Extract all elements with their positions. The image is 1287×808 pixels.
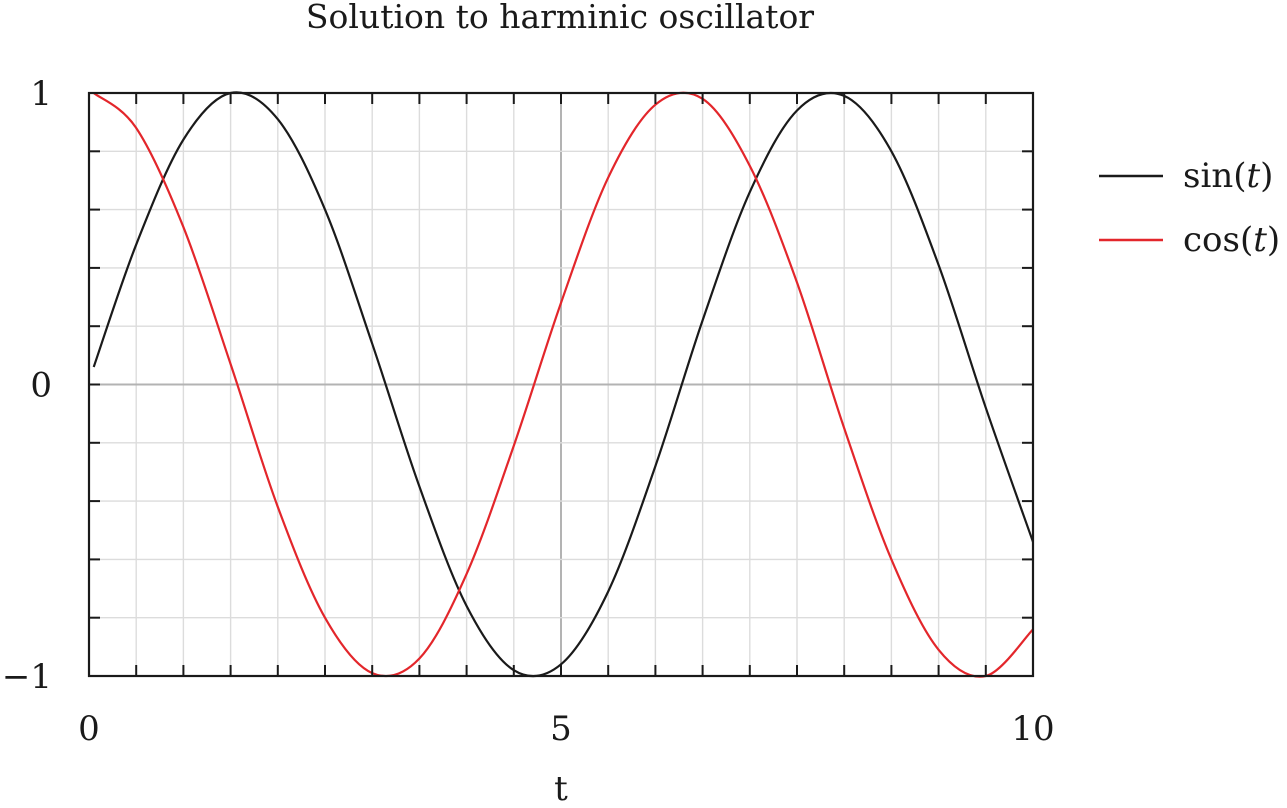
series-lines — [92, 91, 1035, 678]
series-line-sin — [92, 91, 1035, 678]
legend-label-sin: sin(t) — [1183, 156, 1273, 196]
x-tick-label: 5 — [550, 709, 572, 749]
y-tick-label: 1 — [30, 74, 52, 114]
y-tick-label: 0 — [30, 366, 52, 406]
x-tick-label: 0 — [78, 709, 100, 749]
x-axis-label: t — [554, 769, 568, 808]
tick-labels: 0 5 10 −1 0 1 — [2, 74, 1055, 749]
legend-label-cos: cos(t) — [1183, 220, 1280, 260]
legend: sin(t) cos(t) — [1099, 156, 1280, 260]
chart-title: Solution to harminic oscillator — [306, 0, 814, 36]
series-line-cos — [93, 91, 1034, 678]
axis-ticks — [89, 93, 1033, 676]
y-tick-label: −1 — [2, 657, 52, 697]
x-tick-label: 10 — [1011, 709, 1054, 749]
grid-lines — [89, 93, 1033, 676]
